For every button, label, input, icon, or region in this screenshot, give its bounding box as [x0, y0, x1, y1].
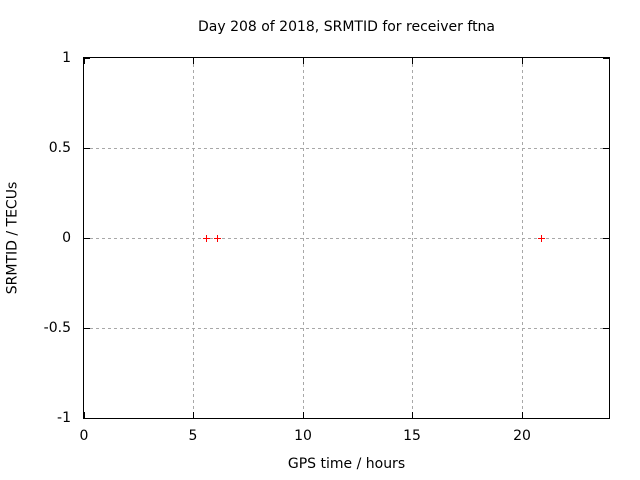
x-tick-mark-top — [522, 58, 523, 64]
y-tick-mark-right — [603, 58, 609, 59]
gridline-horizontal — [84, 328, 609, 329]
data-point-marker — [214, 235, 221, 242]
x-tick-mark-bottom — [522, 412, 523, 418]
gridline-horizontal — [84, 148, 609, 149]
y-tick-mark-right — [603, 238, 609, 239]
x-tick-mark-bottom — [84, 412, 85, 418]
marker-bar-vertical — [206, 235, 207, 242]
y-tick-label: 1 — [62, 50, 71, 66]
x-tick-label: 20 — [513, 428, 531, 444]
x-tick-label: 10 — [294, 428, 312, 444]
y-tick-mark-left — [84, 418, 90, 419]
x-tick-mark-top — [303, 58, 304, 64]
x-tick-mark-top — [84, 58, 85, 64]
x-tick-mark-bottom — [412, 412, 413, 418]
marker-bar-vertical — [541, 235, 542, 242]
x-tick-label: 15 — [403, 428, 421, 444]
x-tick-mark-top — [412, 58, 413, 64]
y-tick-label: -1 — [57, 410, 71, 426]
chart-title: Day 208 of 2018, SRMTID for receiver ftn… — [197, 19, 496, 35]
y-tick-mark-right — [603, 418, 609, 419]
x-axis-label: GPS time / hours — [287, 456, 406, 472]
x-tick-label: 5 — [188, 428, 198, 444]
y-tick-label: -0.5 — [43, 320, 71, 336]
y-tick-mark-left — [84, 58, 90, 59]
data-point-marker — [203, 235, 210, 242]
x-tick-mark-bottom — [303, 412, 304, 418]
y-tick-mark-right — [603, 328, 609, 329]
x-tick-label: 0 — [79, 428, 89, 444]
y-tick-mark-right — [603, 148, 609, 149]
x-tick-mark-top — [193, 58, 194, 64]
gridline-horizontal — [84, 238, 609, 239]
y-tick-mark-left — [84, 328, 90, 329]
y-tick-mark-left — [84, 148, 90, 149]
x-tick-mark-bottom — [193, 412, 194, 418]
data-point-marker — [538, 235, 545, 242]
plot-area — [83, 57, 610, 419]
y-tick-label: 0.5 — [48, 140, 71, 156]
y-tick-label: 0 — [62, 230, 71, 246]
y-tick-mark-left — [84, 238, 90, 239]
marker-bar-vertical — [217, 235, 218, 242]
